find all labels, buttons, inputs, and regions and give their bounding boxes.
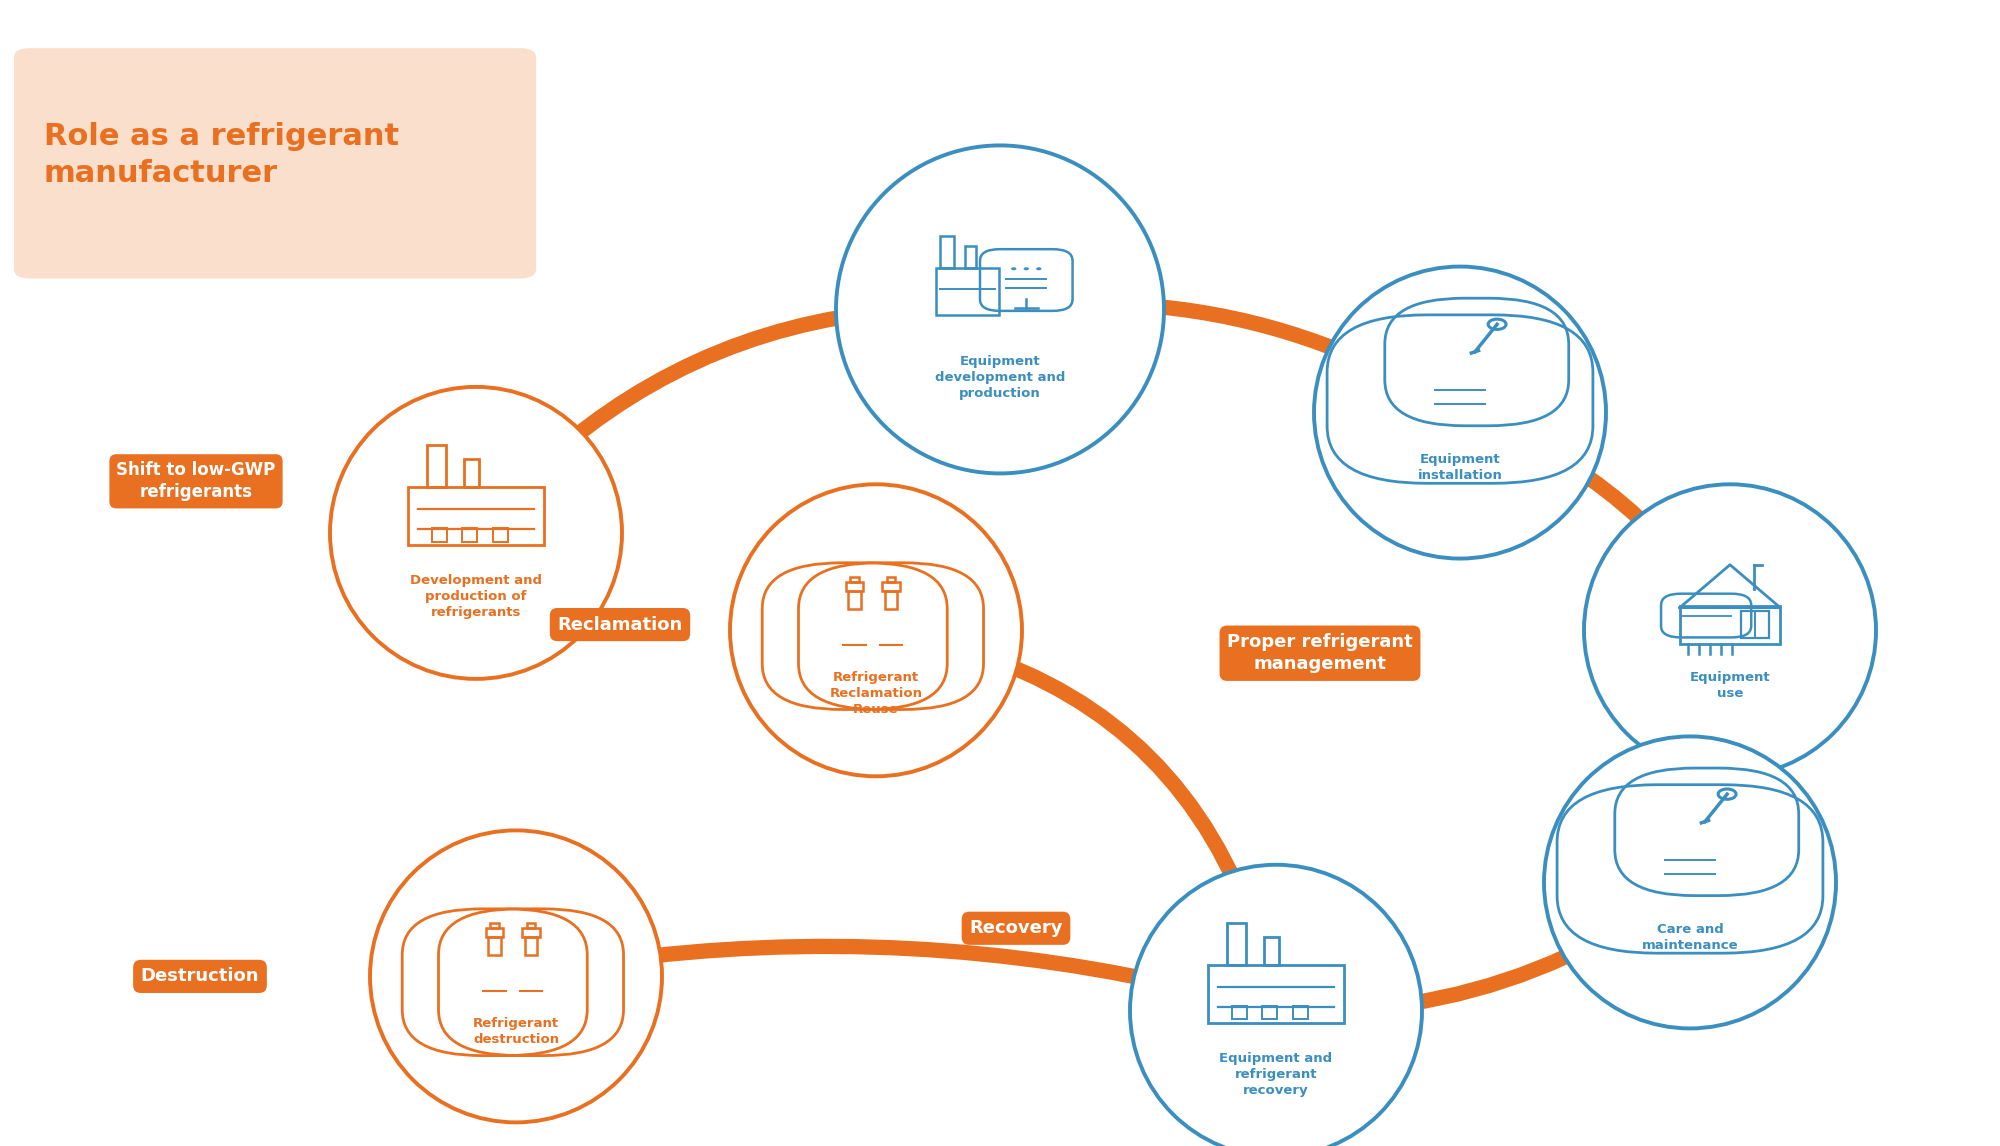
Bar [886,578,896,582]
FancyArrowPatch shape [1712,706,1744,813]
Bar [848,591,860,609]
FancyArrowPatch shape [1526,435,1686,568]
Ellipse shape [730,485,1022,776]
Text: Development and
production of
refrigerants: Development and production of refrigeran… [410,574,542,619]
Text: Equipment
installation: Equipment installation [1418,454,1502,482]
FancyArrowPatch shape [950,638,1264,940]
Text: Refrigerant
Reclamation
Reuse: Refrigerant Reclamation Reuse [830,672,922,716]
Text: Proper refrigerant
management: Proper refrigerant management [1228,633,1412,674]
FancyArrowPatch shape [592,939,1204,998]
Text: Care and
maintenance: Care and maintenance [1642,924,1738,952]
FancyBboxPatch shape [14,48,536,278]
Bar [524,937,538,955]
Bar [526,924,536,928]
Text: Shift to low-GWP
refrigerants: Shift to low-GWP refrigerants [116,461,276,502]
Bar [1264,936,1278,965]
Bar [1680,606,1780,644]
Text: Equipment and
refrigerant
recovery: Equipment and refrigerant recovery [1220,1052,1332,1097]
Bar [428,445,446,487]
Text: Equipment
use: Equipment use [1690,672,1770,700]
Circle shape [1024,267,1028,270]
Bar [884,591,898,609]
Bar [850,578,860,582]
Ellipse shape [836,146,1164,473]
Ellipse shape [1130,865,1422,1146]
Text: Reclamation: Reclamation [558,615,682,634]
Bar [940,236,954,268]
Bar [464,458,478,487]
Text: Refrigerant
destruction: Refrigerant destruction [472,1018,560,1046]
Bar [1228,923,1246,965]
FancyArrowPatch shape [524,296,914,482]
Text: Destruction: Destruction [140,967,260,986]
Ellipse shape [370,831,662,1122]
Bar [490,924,500,928]
FancyArrowPatch shape [1086,296,1394,379]
Circle shape [1036,267,1042,270]
Circle shape [1012,267,1016,270]
Ellipse shape [1584,485,1876,776]
FancyArrowPatch shape [1352,918,1630,1023]
Ellipse shape [1314,267,1606,558]
Bar [964,246,976,268]
Text: Equipment
development and
production: Equipment development and production [934,355,1066,400]
Text: Recovery: Recovery [970,919,1062,937]
Ellipse shape [1544,737,1836,1028]
Text: Role as a refrigerant
manufacturer: Role as a refrigerant manufacturer [44,121,400,188]
Ellipse shape [330,387,622,678]
Bar [488,937,500,955]
